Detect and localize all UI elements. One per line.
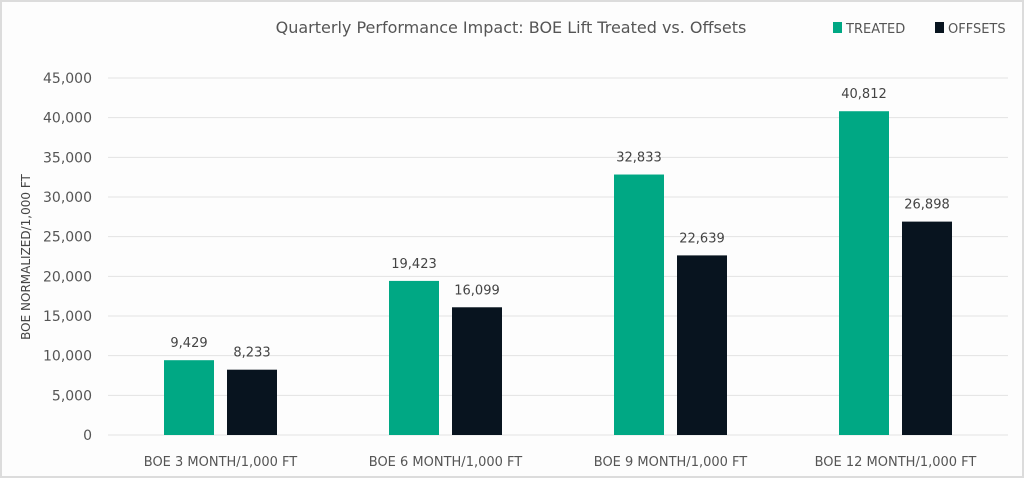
bar-offsets bbox=[227, 369, 277, 435]
y-tick-label: 15,000 bbox=[43, 309, 92, 325]
legend-swatch-offsets bbox=[935, 22, 944, 33]
y-tick-label: 45,000 bbox=[43, 71, 92, 87]
data-label: 19,423 bbox=[391, 257, 437, 272]
x-tick-label: BOE 12 MONTH/1,000 FT bbox=[815, 455, 977, 470]
legend: TREATED OFFSETS bbox=[833, 22, 1006, 37]
data-label: 26,898 bbox=[904, 198, 950, 213]
y-tick-label: 35,000 bbox=[43, 150, 92, 166]
data-label: 32,833 bbox=[616, 151, 662, 166]
bar-treated bbox=[389, 280, 439, 435]
chart-title: Quarterly Performance Impact: BOE Lift T… bbox=[276, 18, 747, 37]
x-tick-label: BOE 9 MONTH/1,000 FT bbox=[594, 455, 748, 470]
y-tick-label: 10,000 bbox=[43, 349, 92, 365]
y-tick-label: 0 bbox=[83, 428, 92, 444]
bar-offsets bbox=[902, 221, 952, 435]
data-label: 8,233 bbox=[233, 346, 270, 361]
y-tick-label: 40,000 bbox=[43, 111, 92, 127]
legend-swatch-treated bbox=[833, 22, 842, 33]
data-label: 9,429 bbox=[170, 336, 207, 351]
x-tick-label: BOE 6 MONTH/1,000 FT bbox=[369, 455, 523, 470]
data-label: 22,639 bbox=[679, 231, 725, 246]
y-tick-label: 20,000 bbox=[43, 269, 92, 285]
data-label: 16,099 bbox=[454, 283, 500, 298]
data-label: 40,812 bbox=[841, 87, 887, 102]
bar-treated bbox=[614, 174, 664, 435]
legend-label: OFFSETS bbox=[948, 22, 1006, 37]
y-axis-label: BOE NORMALIZED/1,000 FT bbox=[19, 173, 33, 339]
bars: 9,429 8,233 BOE 3 MONTH/1,000 FT 19,423 16,0… bbox=[144, 87, 977, 470]
bar-offsets bbox=[677, 255, 727, 435]
y-tick-label: 30,000 bbox=[43, 190, 92, 206]
x-tick-label: BOE 3 MONTH/1,000 FT bbox=[144, 455, 298, 470]
y-tick-label: 25,000 bbox=[43, 230, 92, 246]
bar-treated bbox=[164, 360, 214, 435]
bar-treated bbox=[839, 111, 889, 436]
legend-label: TREATED bbox=[845, 22, 905, 37]
bar-offsets bbox=[452, 307, 502, 435]
y-tick-label: 5,000 bbox=[52, 388, 92, 404]
